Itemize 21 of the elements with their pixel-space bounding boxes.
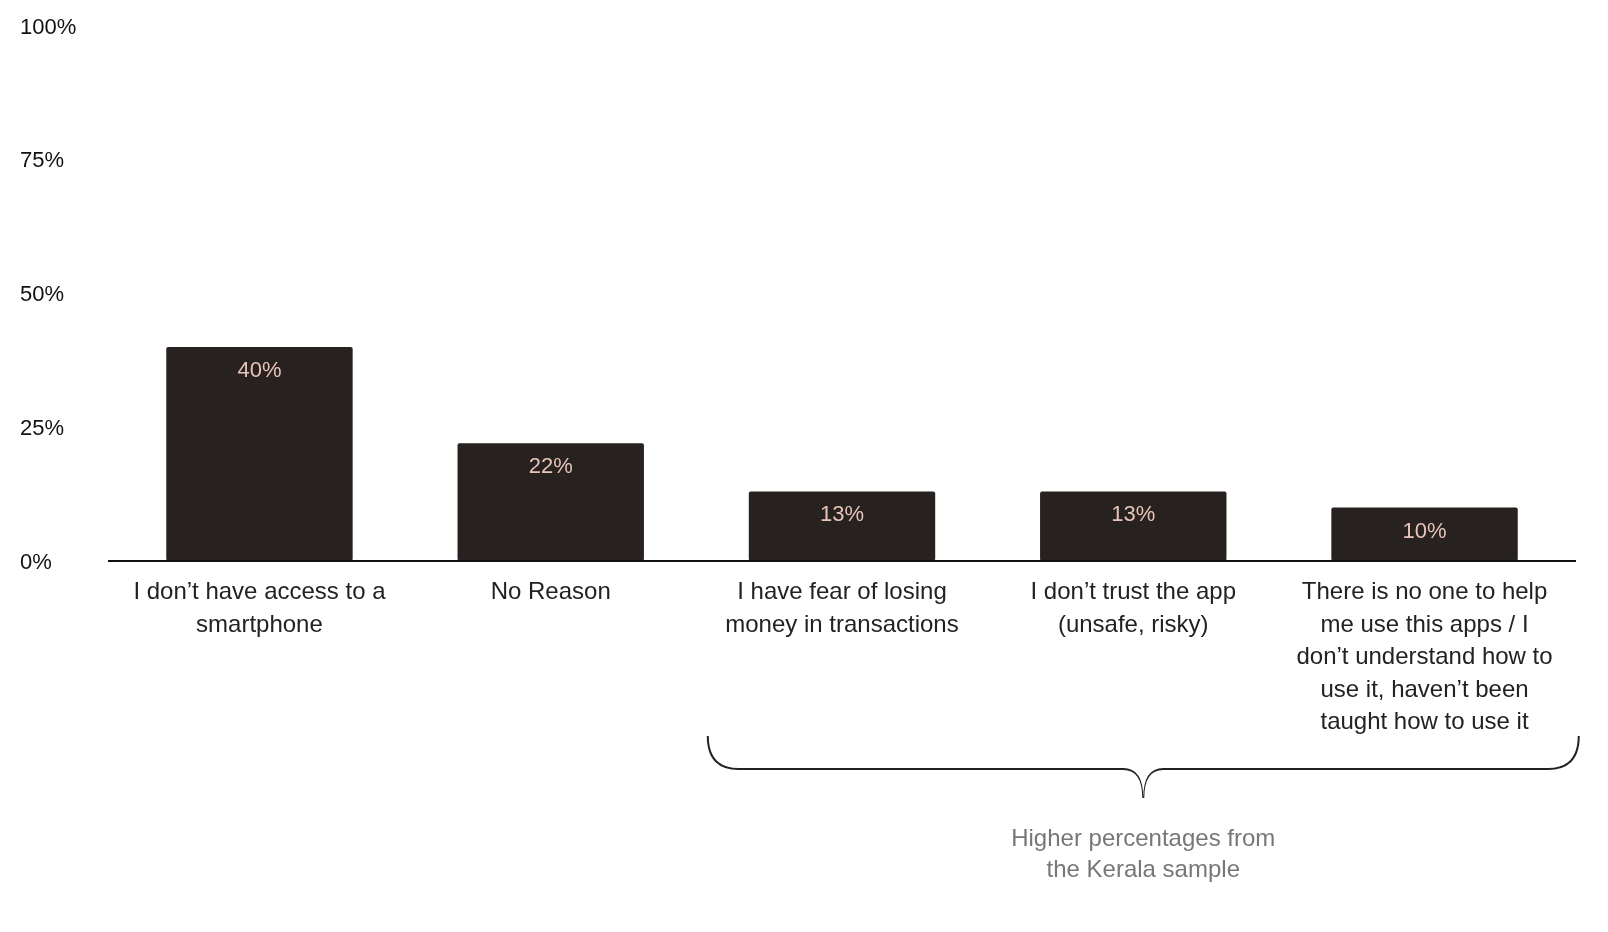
data-label: 10% — [1402, 517, 1447, 543]
x-tick-label: There is no one to help me use this apps / I don’t understand how to use it, haven’t been taught how to use it — [1296, 577, 1553, 734]
y-tick-label: 0% — [20, 548, 52, 574]
bar — [748, 491, 936, 561]
y-tick-label: 100% — [20, 13, 77, 39]
bar — [457, 443, 644, 561]
data-label: 22% — [528, 453, 573, 479]
bar — [1040, 491, 1227, 561]
y-tick-label: 50% — [20, 281, 65, 307]
data-label: 40% — [237, 357, 282, 382]
y-tick-label: 25% — [20, 414, 65, 440]
x-tick-label: I don’t trust the app (unsafe, risky) — [1030, 577, 1236, 637]
text: Higher percentages from the Kerala sample — [1011, 824, 1276, 882]
bar — [1331, 507, 1518, 561]
data-label: 13% — [1111, 501, 1156, 527]
y-tick-label: 75% — [20, 147, 65, 173]
data-label: 13% — [819, 501, 865, 527]
x-tick-label: I have fear of losing money in transactions — [725, 577, 959, 637]
x-tick-label: I don’t have access to a smartphone — [133, 577, 387, 637]
bar — [166, 347, 353, 561]
x-tick-label: No Reason — [490, 577, 611, 604]
